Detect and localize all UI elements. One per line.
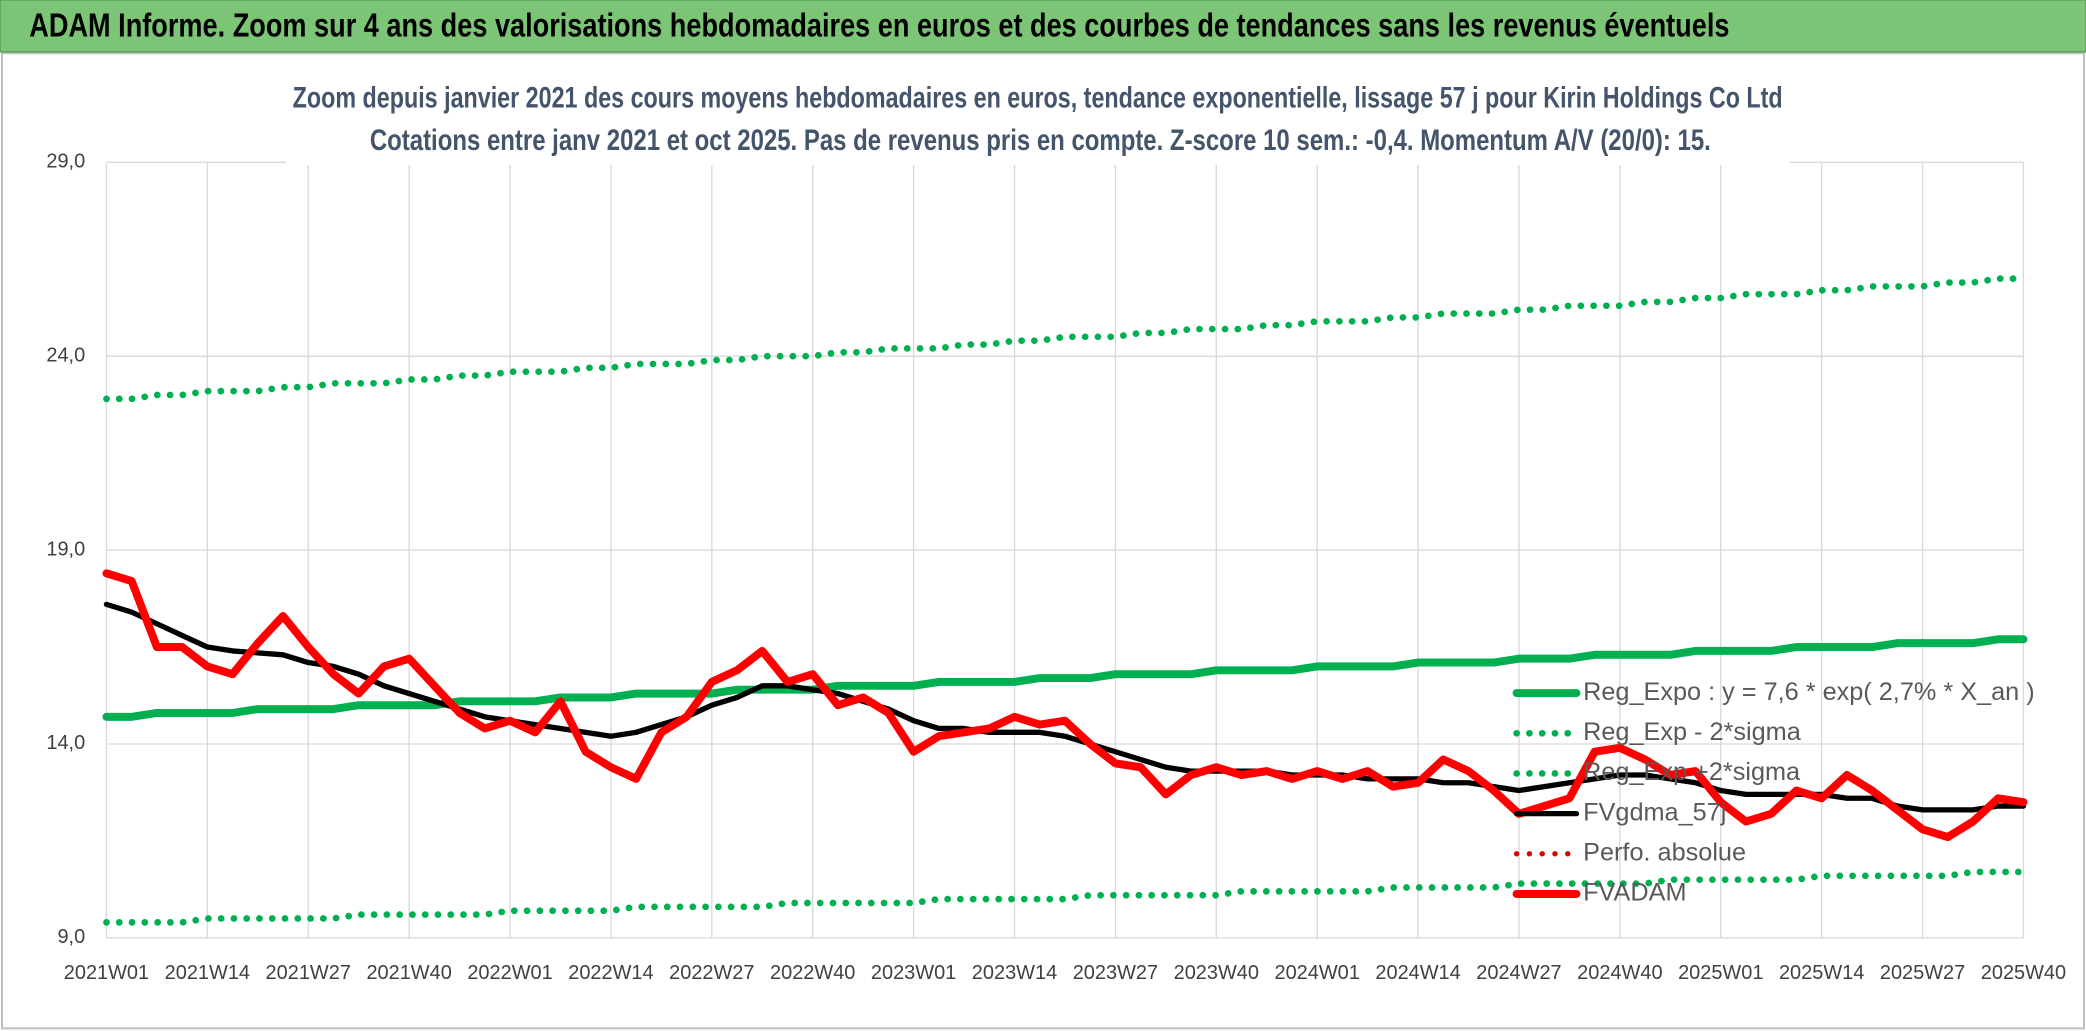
legend-label: FVgdma_57j [1583,798,1726,826]
x-tick-label: 2022W01 [467,962,552,984]
x-tick-label: 2024W14 [1375,962,1460,984]
x-tick-label: 2023W01 [871,962,956,984]
chart-title: Zoom depuis janvier 2021 des cours moyen… [293,83,1783,115]
chart-frame [1,52,2085,1030]
title-box [286,74,1790,165]
legend-label: Reg_Expo : y = 7,6 * exp( 2,7% * X_an ) [1583,678,2035,706]
chart-subtitle: Cotations entre janv 2021 et oct 2025. P… [370,125,1711,157]
x-tick-label: 2021W01 [64,962,149,984]
x-tick-label: 2023W14 [972,962,1057,984]
legend-label: Reg_Exp +2*sigma [1583,758,1801,786]
x-tick-label: 2023W27 [1073,962,1158,984]
x-tick-label: 2022W14 [568,962,653,984]
x-tick-label: 2024W01 [1275,962,1360,984]
x-tick-label: 2025W14 [1779,962,1864,984]
y-tick-label: 29,0 [46,151,85,173]
plot-area: 2021W01 2021W14 2021W27 2021W40 2022W01 2022W… [46,151,2066,984]
header-title: ADAM Informe. Zoom sur 4 ans des valoris… [29,8,1729,45]
y-tick-label: 14,0 [46,732,85,754]
legend-label: FVADAM [1583,879,1686,907]
x-tick-label: 2022W40 [770,962,855,984]
y-tick-label: 19,0 [46,538,85,560]
series-line [102,569,2028,842]
x-tick-label: 2025W27 [1880,962,1965,984]
legend-label: Reg_Exp - 2*sigma [1583,718,1802,746]
x-tick-label: 2022W27 [669,962,754,984]
header-band [0,0,2086,53]
x-tick-label: 2025W40 [1981,962,2066,984]
legend-label: Perfo. absolue [1583,838,1746,866]
x-tick-label: 2023W40 [1174,962,1259,984]
x-tick-label: 2024W27 [1476,962,1561,984]
x-tick-label: 2025W01 [1678,962,1763,984]
y-tick-label: 9,0 [57,926,85,948]
y-tick-label: 24,0 [46,344,85,366]
series-line [103,868,2027,926]
series-line [102,635,2028,721]
x-tick-label: 2021W27 [266,962,351,984]
x-tick-label: 2024W40 [1577,962,1662,984]
x-tick-label: 2021W14 [165,962,250,984]
series-line [103,275,2027,403]
x-tick-label: 2021W40 [366,962,451,984]
